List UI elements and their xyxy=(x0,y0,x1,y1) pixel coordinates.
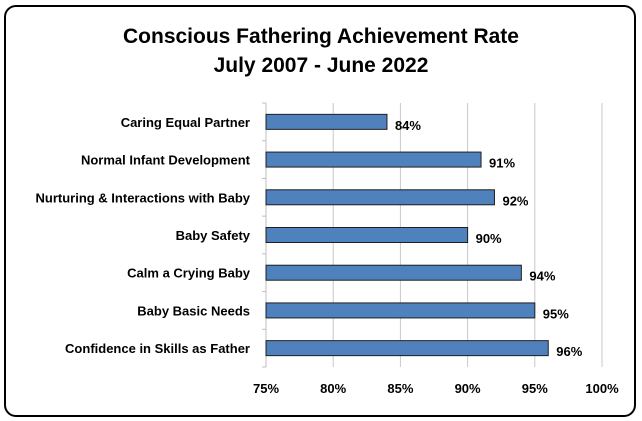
category-label: Baby Basic Needs xyxy=(137,303,250,318)
chart-title: Conscious Fathering Achievement Rate xyxy=(123,25,519,48)
x-tick-label: 80% xyxy=(320,381,346,396)
bar xyxy=(265,302,536,319)
category-label: Calm a Crying Baby xyxy=(127,266,251,281)
category-label: Baby Safety xyxy=(176,228,251,243)
category-label: Caring Equal Partner xyxy=(121,115,250,130)
data-label: 92% xyxy=(502,193,528,208)
bar xyxy=(265,264,522,281)
x-tick-label: 75% xyxy=(253,381,279,396)
x-tick-label: 100% xyxy=(585,381,619,396)
bar xyxy=(265,227,469,243)
category-label: Normal Infant Development xyxy=(81,153,251,168)
data-label: 96% xyxy=(556,344,582,359)
data-label: 91% xyxy=(489,156,515,171)
data-label: 94% xyxy=(529,269,555,284)
x-tick-label: 95% xyxy=(522,381,548,396)
category-label: Confidence in Skills as Father xyxy=(65,341,250,356)
bar xyxy=(265,113,388,130)
category-label: Nurturing & Interactions with Baby xyxy=(35,190,250,205)
data-label: 90% xyxy=(476,231,502,246)
x-tick-label: 90% xyxy=(455,381,481,396)
data-label: 84% xyxy=(395,118,421,133)
chart-subtitle: July 2007 - June 2022 xyxy=(213,54,429,77)
data-label: 95% xyxy=(543,306,569,321)
bar xyxy=(265,340,549,357)
x-tick-label: 85% xyxy=(387,381,413,396)
bar xyxy=(265,151,482,168)
chart-title-block: Conscious Fathering Achievement Rate Jul… xyxy=(0,22,642,80)
bar xyxy=(265,189,495,206)
